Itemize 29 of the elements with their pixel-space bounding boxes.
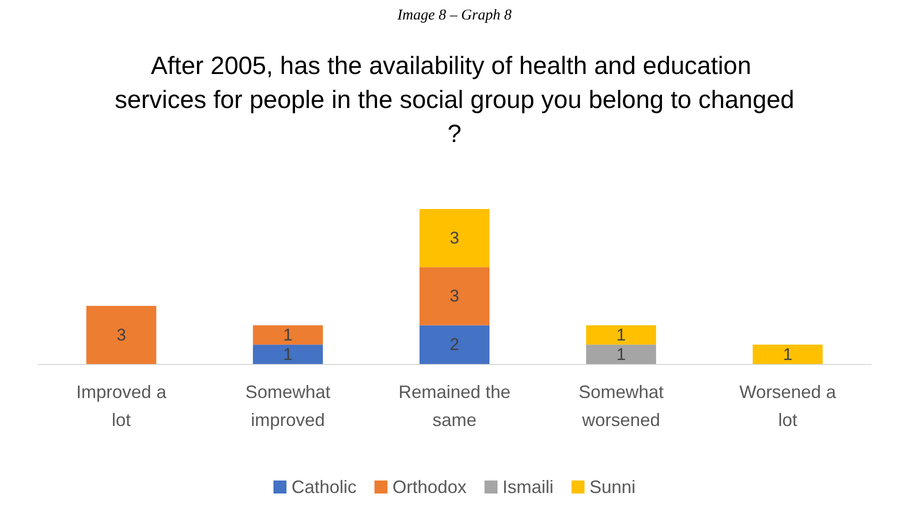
data-label: 3	[450, 286, 460, 306]
bar	[586, 344, 656, 364]
bar	[420, 325, 490, 364]
chart-title: After 2005, has the availability of health and education services for people in the social group you belong to changed?	[114, 52, 794, 148]
x-tick-label: Improved a lot	[76, 382, 168, 430]
data-label: 1	[283, 325, 293, 344]
x-tick-label: Remained the same	[398, 382, 511, 430]
x-tick-label: Somewhat improved	[245, 382, 330, 430]
data-label: 3	[450, 228, 460, 248]
bar	[86, 306, 156, 364]
bar	[420, 267, 490, 326]
bar	[252, 344, 323, 364]
data-label: 3	[116, 325, 126, 344]
data-label: 1	[616, 344, 626, 364]
data-label: 1	[283, 344, 293, 364]
bar	[420, 208, 490, 268]
data-label: 1	[782, 344, 792, 364]
bar	[252, 325, 323, 345]
x-tick-label: Somewhat worsened	[578, 382, 664, 430]
legend-label: Sunni	[590, 477, 636, 497]
x-tick-label: Worsened a lot	[739, 382, 838, 430]
bar	[752, 344, 823, 364]
data-label: 1	[616, 325, 626, 344]
legend-label: Orthodox	[392, 477, 467, 497]
bar	[586, 325, 656, 345]
text: Image 8 – Graph 8	[396, 8, 512, 24]
legend-label: Catholic	[291, 477, 356, 497]
legend-label: Ismaili	[502, 477, 554, 497]
data-label: 2	[450, 335, 460, 354]
